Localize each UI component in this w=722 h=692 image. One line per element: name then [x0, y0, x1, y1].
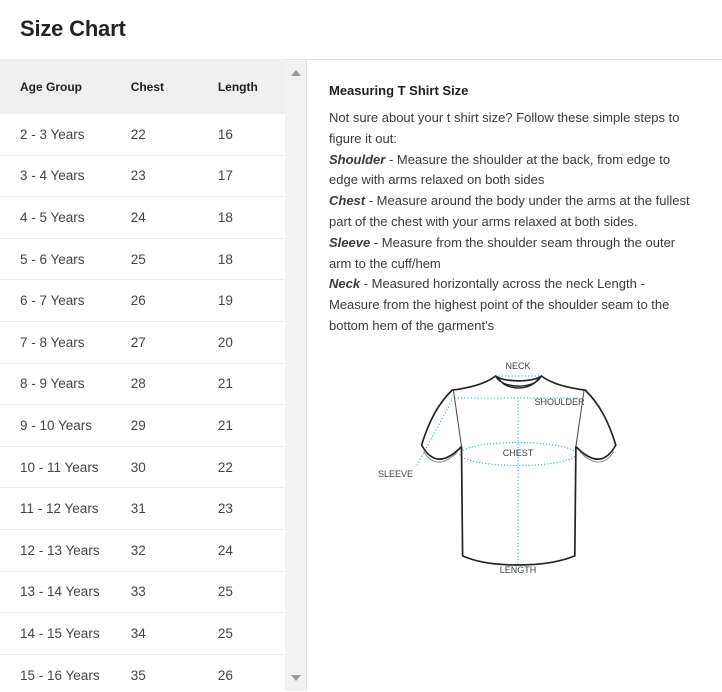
svg-text:NECK: NECK — [505, 361, 530, 371]
svg-text:CHEST: CHEST — [502, 448, 533, 458]
svg-text:SHOULDER: SHOULDER — [534, 397, 585, 407]
svg-text:SLEEVE: SLEEVE — [378, 469, 413, 479]
svg-text:LENGTH: LENGTH — [499, 565, 536, 575]
